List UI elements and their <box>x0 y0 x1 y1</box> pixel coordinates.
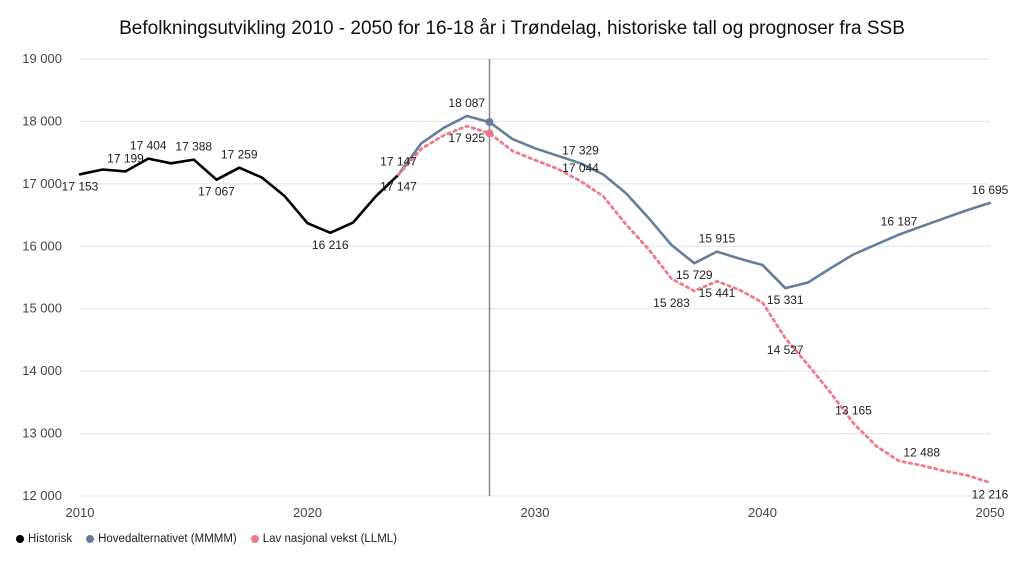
y-tick-label: 16 000 <box>22 238 62 253</box>
legend-dot-lav-vekst <box>250 535 259 543</box>
y-tick-label: 13 000 <box>22 426 62 441</box>
data-label: 16 187 <box>881 215 918 229</box>
data-label: 17 067 <box>198 185 235 199</box>
data-label: 13 165 <box>835 403 872 417</box>
data-label: 15 729 <box>676 268 713 282</box>
data-label: 17 199 <box>107 151 144 165</box>
data-label: 16 216 <box>312 238 349 252</box>
y-tick-label: 18 000 <box>22 113 62 128</box>
y-tick-label: 12 000 <box>22 488 62 503</box>
series-lines <box>78 114 992 484</box>
series-line-0 <box>78 157 400 235</box>
legend-dot-hovedalternativet <box>86 535 95 543</box>
data-label: 17 153 <box>62 179 99 193</box>
x-tick-label: 2010 <box>66 505 95 520</box>
x-axis: 2010 2020 2030 2040 2050 <box>66 505 1005 520</box>
data-label: 17 044 <box>562 161 599 175</box>
series-line-1 <box>397 114 992 290</box>
series-line-2 <box>397 124 992 484</box>
legend-label-hovedalternativet: Hovedalternativet (MMMM) <box>98 533 237 545</box>
legend-label-historisk: Historisk <box>28 533 73 545</box>
y-tick-label: 19 000 <box>22 51 62 66</box>
y-tick-label: 17 000 <box>22 176 62 191</box>
y-axis: 12 000 13 000 14 000 15 000 16 000 17 000 18 0… <box>22 51 62 503</box>
legend-label-lav-vekst: Lav nasjonal vekst (LLML) <box>262 533 397 545</box>
data-label: 14 527 <box>767 343 804 357</box>
data-label: 12 216 <box>972 488 1009 502</box>
y-tick-label: 14 000 <box>22 363 62 378</box>
data-label: 15 441 <box>699 286 736 300</box>
gridlines <box>80 58 990 497</box>
x-tick-label: 2050 <box>976 505 1005 520</box>
data-label: 15 915 <box>699 232 736 246</box>
x-tick-label: 2030 <box>521 505 550 520</box>
data-label: 16 695 <box>972 183 1009 197</box>
x-tick-label: 2020 <box>293 505 322 520</box>
data-label: 17 147 <box>380 155 417 169</box>
marker-point-2 <box>485 129 494 138</box>
data-label: 17 388 <box>175 140 212 154</box>
data-label: 15 331 <box>767 293 804 307</box>
x-tick-label: 2040 <box>748 505 777 520</box>
data-label: 18 087 <box>448 96 485 110</box>
data-label: 17 404 <box>130 139 167 153</box>
data-label: 17 147 <box>380 180 417 194</box>
marker-point-1 <box>485 118 494 127</box>
y-tick-label: 15 000 <box>22 301 62 316</box>
data-label: 15 283 <box>653 296 690 310</box>
data-label: 17 329 <box>562 143 599 157</box>
chart-title: Befolkningsutvikling 2010 - 2050 for 16-… <box>119 18 905 39</box>
data-label: 17 925 <box>448 131 485 145</box>
legend-dot-historisk <box>16 535 24 543</box>
legend-item-hovedalternativet: Hovedalternativet (MMMM) <box>86 533 237 545</box>
data-label: 17 259 <box>221 148 258 162</box>
legend: Historisk Hovedalternativet (MMMM) Lav n… <box>16 533 397 545</box>
legend-item-lav-vekst: Lav nasjonal vekst (LLML) <box>250 533 397 545</box>
legend-item-historisk: Historisk <box>16 533 72 545</box>
data-label: 12 488 <box>903 446 940 460</box>
